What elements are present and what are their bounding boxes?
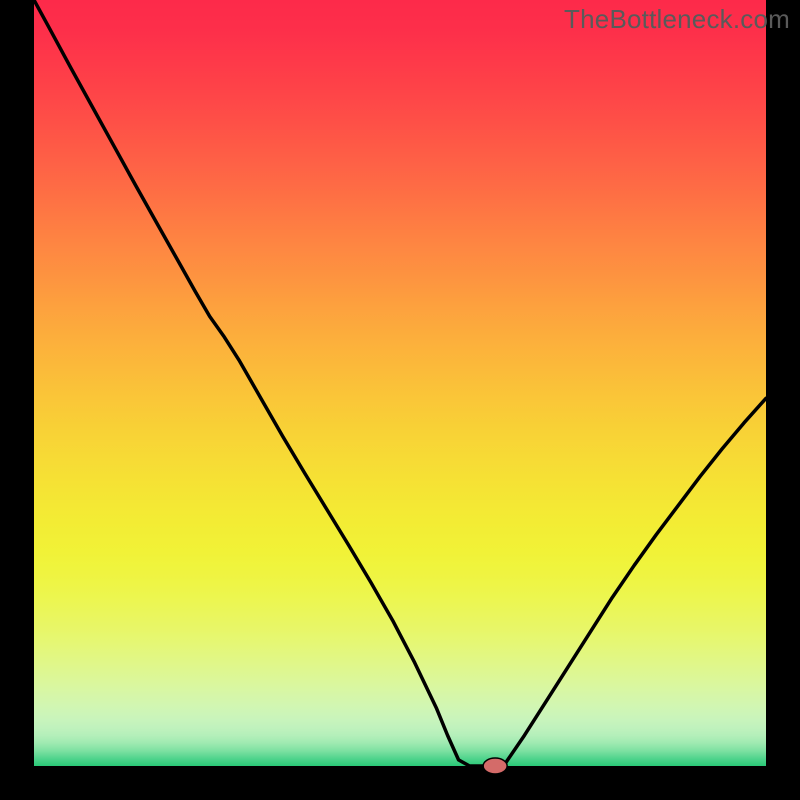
bottleneck-chart [0,0,800,800]
optimal-marker [483,758,507,774]
plot-background [34,0,766,766]
